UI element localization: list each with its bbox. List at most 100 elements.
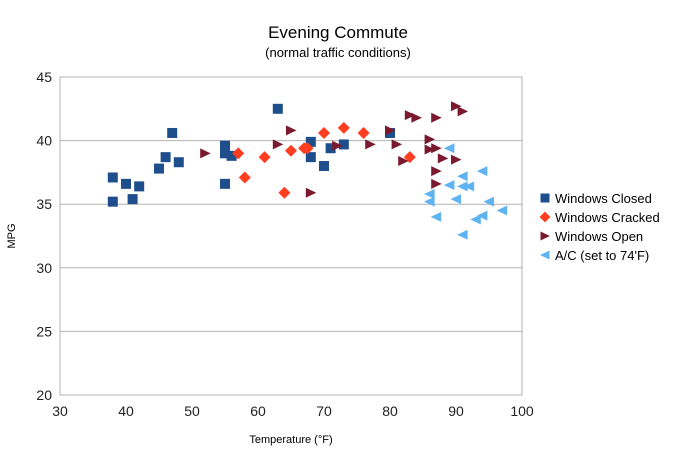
data-point xyxy=(424,134,436,145)
data-point xyxy=(232,147,245,160)
y-axis-label: MPG xyxy=(6,223,18,248)
series-2 xyxy=(200,101,469,198)
data-point xyxy=(365,139,376,150)
data-point xyxy=(437,153,449,164)
legend-label: A/C (set to 74'F) xyxy=(555,248,649,263)
data-point xyxy=(154,163,164,174)
data-point xyxy=(457,229,468,240)
legend-item: Windows Open xyxy=(540,229,643,244)
plot-border xyxy=(59,76,523,396)
series-3 xyxy=(424,143,508,240)
plot-area xyxy=(59,76,523,396)
legend-label: Windows Closed xyxy=(555,191,652,206)
legend: Windows Closed Windows Cracked Windows Ope… xyxy=(539,191,660,263)
y-tick-label: 20 xyxy=(36,387,52,403)
legend-marker xyxy=(539,211,551,223)
data-point xyxy=(411,112,422,123)
data-point xyxy=(318,126,330,139)
legend-item: Windows Closed xyxy=(540,191,652,206)
x-tick-label: 50 xyxy=(184,403,200,419)
data-points xyxy=(107,101,508,240)
data-point xyxy=(338,139,349,150)
data-point xyxy=(424,189,435,200)
data-point xyxy=(285,144,297,157)
data-point xyxy=(121,178,131,189)
data-point xyxy=(457,171,468,182)
data-point xyxy=(431,178,442,189)
x-tick-label: 70 xyxy=(316,403,332,419)
legend-item: Windows Cracked xyxy=(539,210,660,225)
series-0 xyxy=(107,103,395,207)
data-point xyxy=(332,140,343,151)
data-point xyxy=(443,143,455,154)
x-tick-label: 80 xyxy=(382,403,398,419)
y-tick-label: 40 xyxy=(36,133,52,149)
data-point xyxy=(200,148,211,159)
data-point xyxy=(220,178,230,189)
data-point xyxy=(107,196,118,207)
data-point xyxy=(463,181,475,192)
data-point xyxy=(272,103,283,114)
data-point xyxy=(220,148,230,159)
data-point xyxy=(391,139,403,150)
data-point xyxy=(301,142,314,155)
data-point xyxy=(476,210,488,221)
legend-label: Windows Open xyxy=(555,229,643,244)
x-axis-ticks: 30 40 50 60 70 80 90 100 xyxy=(52,403,534,419)
data-point xyxy=(258,151,271,164)
data-point xyxy=(451,154,462,165)
x-tick-label: 40 xyxy=(118,403,134,419)
data-point xyxy=(272,139,284,150)
data-point xyxy=(451,101,462,112)
data-point xyxy=(286,125,297,136)
data-point xyxy=(450,194,461,205)
data-point xyxy=(431,143,442,154)
x-tick-label: 60 xyxy=(250,403,266,419)
data-point xyxy=(160,152,171,163)
legend-item: A/C (set to 74'F) xyxy=(540,248,649,263)
data-point xyxy=(476,166,488,177)
data-point xyxy=(325,143,336,154)
data-point xyxy=(483,196,494,207)
data-point xyxy=(127,194,138,205)
legend-label: Windows Cracked xyxy=(555,210,660,225)
data-point xyxy=(398,155,409,166)
data-point xyxy=(305,152,316,163)
data-point xyxy=(443,180,455,191)
data-point xyxy=(134,181,145,192)
data-point xyxy=(357,126,370,139)
data-point xyxy=(457,106,469,117)
legend-marker xyxy=(540,193,550,203)
data-point xyxy=(220,140,230,151)
data-point xyxy=(424,144,436,155)
data-point xyxy=(305,187,317,198)
grid-lines xyxy=(60,76,522,396)
chart-subtitle: (normal traffic conditions) xyxy=(265,45,411,60)
series-1 xyxy=(232,121,416,199)
data-point xyxy=(496,205,508,216)
data-point xyxy=(107,172,118,183)
legend-marker xyxy=(540,250,550,260)
y-axis-ticks: 20 25 30 35 40 45 xyxy=(36,69,52,403)
data-point xyxy=(431,112,442,123)
data-point xyxy=(226,150,237,161)
x-tick-label: 30 xyxy=(52,403,68,419)
chart-title: Evening Commute xyxy=(268,23,408,42)
x-tick-label: 100 xyxy=(510,403,534,419)
x-tick-label: 90 xyxy=(448,403,464,419)
data-point xyxy=(305,136,316,147)
data-point xyxy=(431,166,442,177)
data-point xyxy=(238,171,251,184)
legend-marker xyxy=(540,231,550,241)
x-axis-label: Temperature (°F) xyxy=(249,434,332,446)
data-point xyxy=(424,196,435,207)
data-point xyxy=(385,125,396,136)
data-point xyxy=(278,186,291,199)
data-point xyxy=(457,181,468,192)
y-tick-label: 25 xyxy=(36,323,52,339)
data-point xyxy=(470,214,481,225)
data-point xyxy=(319,161,329,172)
y-tick-label: 35 xyxy=(36,196,52,212)
data-point xyxy=(337,121,350,134)
